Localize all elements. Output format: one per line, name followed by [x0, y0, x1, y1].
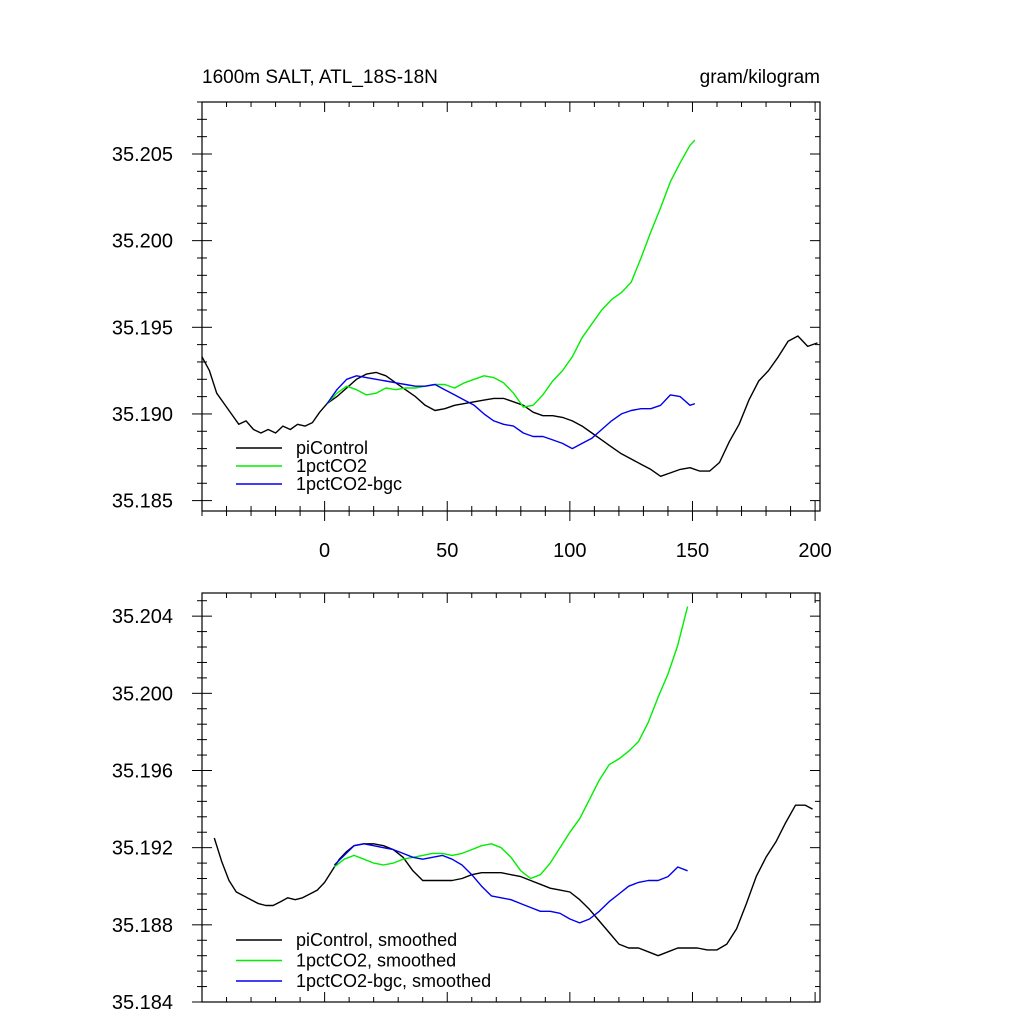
- y-axis-tick-labels: 35.185 35.190 35.195 35.200 35.205: [112, 144, 173, 513]
- top-panel: 1600m SALT, ATL_18S-18N gram/kilogram 35…: [112, 67, 832, 562]
- series-line-picontrol-smoothed: [213, 804, 813, 957]
- x-tick-label: 0: [319, 540, 330, 562]
- legend-label: piControl, smoothed: [296, 930, 457, 950]
- y-tick-label: 35.190: [112, 404, 173, 426]
- units-label: gram/kilogram: [700, 67, 820, 88]
- x-axis-tick-labels: 0 50 100 150 200: [319, 540, 832, 562]
- y-tick-label: 35.184: [112, 992, 173, 1014]
- y-tick-label: 35.205: [112, 144, 173, 166]
- series-line-1pctco2-smoothed: [333, 606, 689, 880]
- legend-label: piControl: [296, 438, 368, 458]
- legend-label: 1pctCO2: [296, 456, 367, 476]
- plot-frame: [201, 101, 821, 512]
- y-tick-label: 35.195: [112, 317, 173, 339]
- x-tick-label: 50: [436, 540, 458, 562]
- plot-frame: [201, 592, 821, 1003]
- tick-marks: [192, 593, 820, 1003]
- y-tick-label: 35.192: [112, 838, 173, 860]
- y-tick-label: 35.196: [112, 760, 173, 782]
- bottom-panel: 35.184 35.188 35.192 35.196 35.200 35.204 piC…: [112, 592, 821, 1014]
- y-tick-label: 35.188: [112, 915, 173, 937]
- series-line-1pctco2-bgc: [326, 375, 696, 450]
- x-tick-label: 200: [798, 540, 831, 562]
- series-lines: [201, 139, 818, 477]
- series-line-1pctco2: [326, 139, 696, 408]
- y-axis-tick-labels: 35.184 35.188 35.192 35.196 35.200 35.204: [112, 606, 173, 1014]
- y-tick-label: 35.200: [112, 231, 173, 253]
- legend-label: 1pctCO2-bgc: [296, 474, 402, 494]
- series-line-picontrol: [201, 335, 818, 477]
- y-tick-label: 35.200: [112, 683, 173, 705]
- y-tick-label: 35.185: [112, 491, 173, 513]
- legend-label: 1pctCO2, smoothed: [296, 951, 456, 971]
- y-tick-label: 35.204: [112, 606, 173, 628]
- series-line-1pctco2-bgc-smoothed: [333, 843, 688, 924]
- legend-label: 1pctCO2-bgc, smoothed: [296, 971, 491, 991]
- x-tick-label: 150: [676, 540, 709, 562]
- tick-marks: [192, 101, 820, 521]
- series-lines: [213, 606, 813, 957]
- x-tick-label: 100: [553, 540, 586, 562]
- panel-title: 1600m SALT, ATL_18S-18N: [202, 67, 438, 88]
